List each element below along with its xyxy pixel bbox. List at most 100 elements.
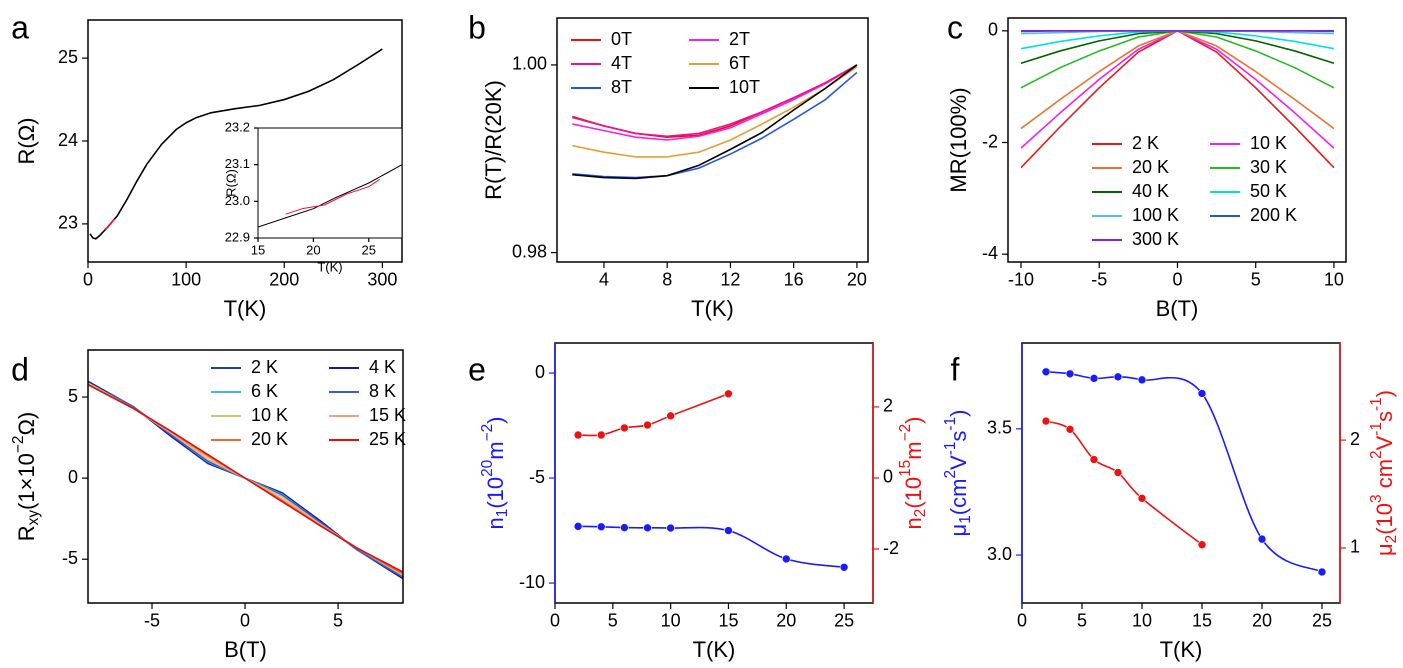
y-tick-label: -10 [519,572,545,592]
data-point [1065,369,1075,379]
x-tick-label: 0 [550,610,560,630]
x-tick-label: 20 [847,269,867,289]
data-point [1041,367,1051,377]
y2-tick-label: 0 [883,467,893,487]
plot-frame [1007,17,1347,263]
data-point [839,562,849,572]
x-tick-label: 20 [306,243,320,258]
axis-label: T(K) [1160,637,1203,662]
x-tick-label: 20 [1252,610,1272,630]
axis-label-part: ) [901,417,926,424]
axis-label-part: (10 [901,477,926,509]
panel-label: a [11,9,29,45]
legend-label: 30 K [1250,157,1287,177]
y-tick-label: 24 [58,130,78,150]
axis-label: Rxy(1×10−2Ω) [10,412,42,542]
legend-label: 40 K [1132,181,1169,201]
legend-label: 2T [729,29,750,49]
axis-label-part: m [901,441,926,459]
legend-label: 15 K [369,405,406,425]
axis-label-part: 3 [1368,494,1385,503]
x-tick-label: 0 [83,269,93,289]
data-point [724,526,733,535]
data-line [1045,370,1323,573]
y-tick-label: 0 [988,20,998,40]
data-point [643,523,652,533]
axis-label-part: ) [1372,390,1397,397]
legend-label: 100 K [1132,205,1179,225]
x-tick-label: 12 [720,269,740,289]
data-point [1137,494,1147,503]
data-line [89,48,383,240]
axis-label: T(K) [693,637,736,662]
axis-label: B(T) [1156,296,1199,321]
axis-label-part: (10 [1372,503,1397,535]
plot-frame [554,342,874,604]
x-tick-label: 10 [661,610,681,630]
plot-area [258,164,402,228]
y2-tick-label: 2 [883,396,893,416]
legend-label: 6 K [251,381,278,401]
panel-label: f [951,351,960,387]
axis-label-part: 15 [897,460,914,477]
legend-label: 50 K [1250,181,1287,201]
axis-label: n1(1020m−2) [479,417,511,530]
data-point [1041,416,1051,426]
axis-label-part: (10 [483,477,508,509]
data-line [578,525,845,569]
data-line [572,71,858,179]
axis-label: T(K) [224,296,267,321]
data-line [258,164,402,228]
x-tick-label: 25 [834,610,854,630]
data-point [724,389,733,399]
data-point [1257,534,1267,544]
axis-label: B(T) [224,637,267,662]
data-point [620,423,629,433]
data-point [573,522,583,531]
y-tick-label: 3.5 [987,418,1012,438]
plot-area [573,389,849,572]
y-tick-label: 0.98 [512,241,547,261]
x-tick-label: 5 [608,610,618,630]
x-tick-label: 15 [251,243,265,258]
legend-label: 4T [611,53,632,73]
data-line [578,393,729,437]
axis-label-part: R [14,525,39,541]
panel-label: d [11,351,29,387]
axis-label-part: n [901,517,926,529]
data-point [1317,567,1327,577]
data-line [572,64,858,138]
x-tick-label: 4 [599,269,609,289]
data-point [573,430,583,440]
data-line [1020,30,1335,64]
legend-label: 2 K [251,357,278,377]
data-point [1197,389,1207,398]
inset-background [258,128,402,238]
data-line [1020,30,1335,50]
axis-label-part: V [1372,435,1397,450]
x-tick-label: 15 [718,610,738,630]
data-line [1045,420,1203,546]
legend-label: 2 K [1132,133,1159,153]
axis-label-part: V [946,455,971,470]
data-line [572,64,858,180]
panel-label: e [468,351,486,387]
legend-label: 6T [729,53,750,73]
data-point [643,420,652,430]
plot-area [1020,30,1335,169]
axis-label-part: s [946,431,971,442]
panel-label: b [468,9,486,45]
data-line [104,218,116,231]
x-tick-label: 5 [333,610,343,630]
legend-label: 300 K [1132,229,1179,249]
data-line [285,178,381,215]
legend-label: 20 K [1132,157,1169,177]
x-tick-label: 0 [240,610,250,630]
y-tick-label: 0 [68,467,78,487]
x-tick-label: 200 [269,269,299,289]
axis-label: R(Ω) [14,118,39,165]
data-line [572,64,858,138]
axis-label-part: μ [946,524,971,537]
